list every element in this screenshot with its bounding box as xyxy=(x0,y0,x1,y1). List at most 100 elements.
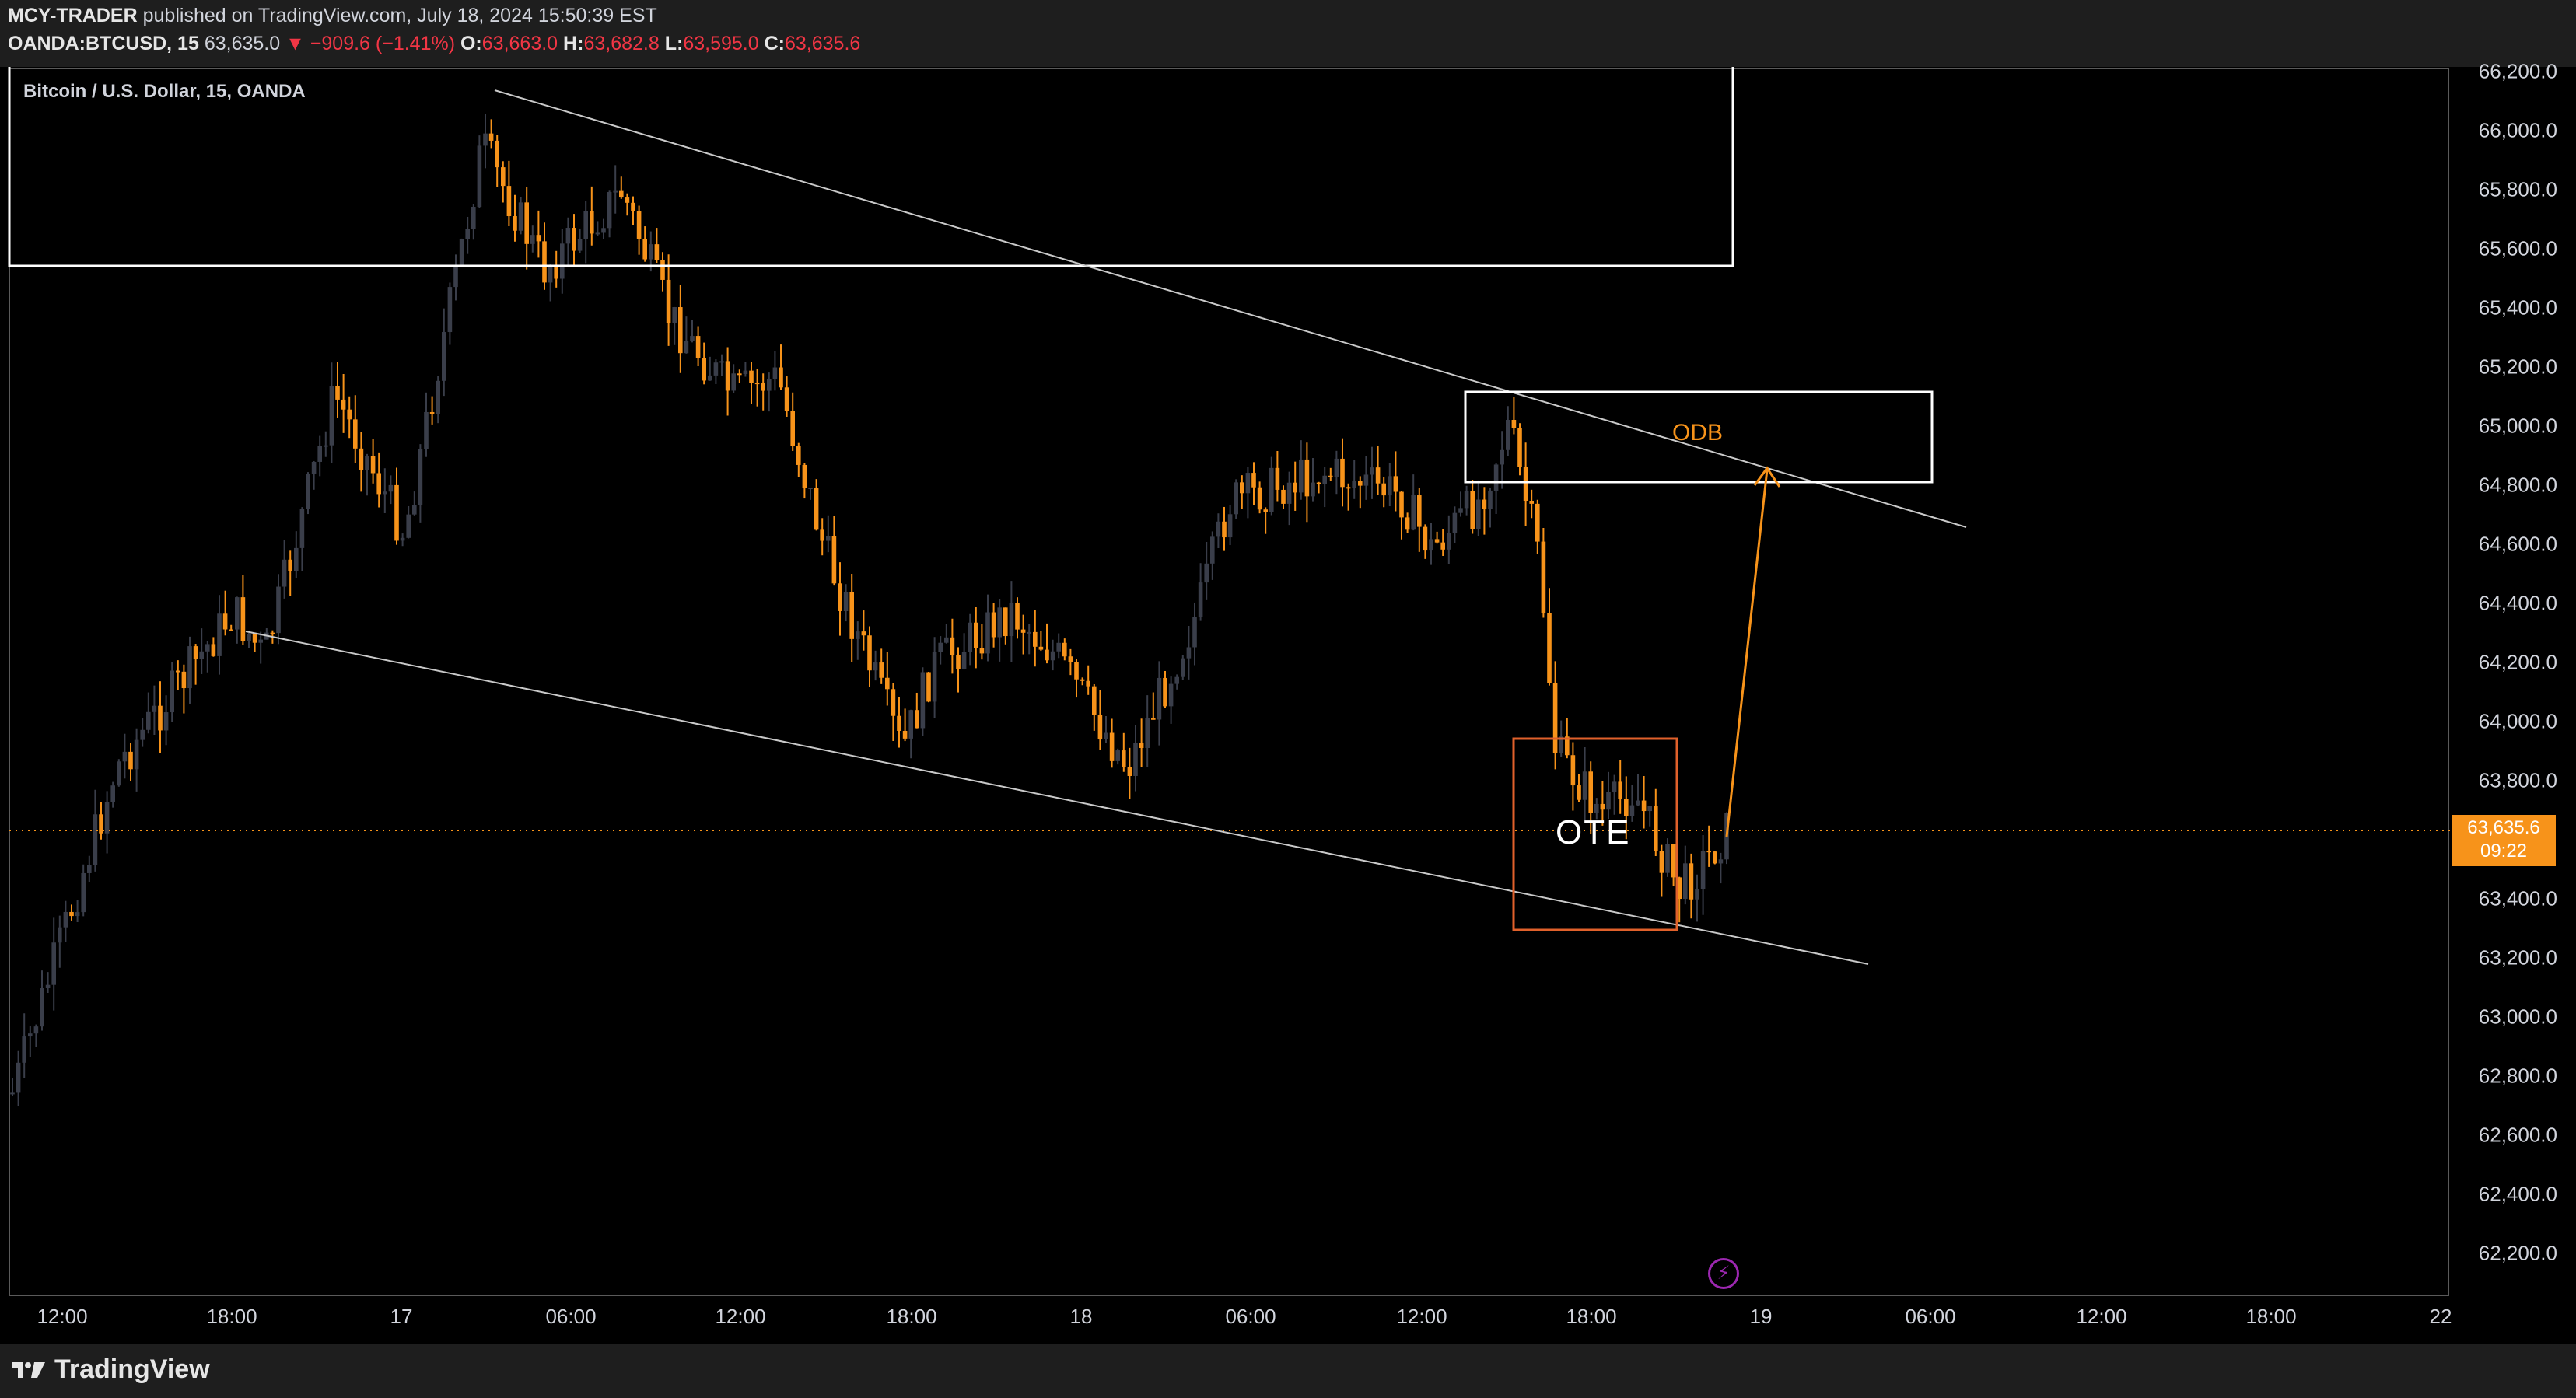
candle-body xyxy=(45,984,51,989)
candle-body xyxy=(908,710,913,739)
channel-upper-trendline[interactable] xyxy=(494,89,1967,528)
candle-body xyxy=(802,464,807,488)
candle-body xyxy=(442,332,446,381)
candle-body xyxy=(1671,844,1676,878)
candle-body xyxy=(1677,877,1682,900)
candle-body xyxy=(506,186,512,217)
candle-body xyxy=(247,634,251,641)
candle-body xyxy=(1281,489,1286,504)
chart-pane[interactable]: Bitcoin / U.S. Dollar, 15, OANDA 66,200.… xyxy=(0,60,2576,1344)
candle-body xyxy=(229,629,233,631)
low-value: 63,595.0 xyxy=(683,33,759,54)
candle-body xyxy=(51,942,56,985)
candle-body xyxy=(749,370,754,383)
candle-body xyxy=(1062,642,1067,657)
x-tick: 12:00 xyxy=(715,1305,766,1328)
candle-body xyxy=(163,712,169,731)
candle-body xyxy=(814,488,819,530)
candle-body xyxy=(950,637,955,655)
candle-body xyxy=(631,202,635,211)
candle-body xyxy=(282,559,287,587)
candle-body xyxy=(1370,467,1374,475)
candle-body xyxy=(690,336,695,341)
close-value: 63,635.6 xyxy=(785,33,861,54)
candle-body xyxy=(1080,679,1085,681)
candle-body xyxy=(1552,683,1558,753)
candle-body xyxy=(1245,473,1251,494)
candle-body xyxy=(1056,642,1061,652)
candle-body xyxy=(513,216,517,231)
candle-body xyxy=(400,537,405,541)
candle-body xyxy=(1529,501,1534,504)
open-value: 63,663.0 xyxy=(481,33,558,54)
candle-body xyxy=(311,461,317,474)
candle-body xyxy=(370,456,376,474)
candle-body xyxy=(1523,467,1528,502)
candle-body xyxy=(938,642,943,652)
candle-body xyxy=(530,235,535,244)
y-tick: 64,600.0 xyxy=(2478,532,2557,556)
tradingview-logo[interactable]: TradingView xyxy=(11,1354,210,1385)
candle-body xyxy=(595,232,600,235)
candle-body xyxy=(625,197,630,203)
candle-body xyxy=(524,202,529,244)
candle-body xyxy=(288,559,292,571)
candle-body xyxy=(1565,736,1570,756)
candle-body xyxy=(902,731,908,739)
candle-body xyxy=(235,597,240,630)
candle-body xyxy=(737,373,742,376)
candle-body xyxy=(1168,683,1174,707)
supply-zone-box[interactable] xyxy=(8,67,1734,267)
candle-body xyxy=(1381,483,1386,496)
x-tick: 12:00 xyxy=(1396,1305,1447,1328)
candle-body xyxy=(170,670,174,713)
candle-body xyxy=(1038,646,1044,650)
x-tick: 18:00 xyxy=(206,1305,257,1328)
y-tick: 64,200.0 xyxy=(2478,650,2557,674)
odb-box[interactable] xyxy=(1464,390,1934,484)
candle-body xyxy=(276,586,281,634)
y-tick: 63,400.0 xyxy=(2478,886,2557,910)
candle-body xyxy=(488,133,494,141)
candle-body xyxy=(961,652,967,669)
candle-body xyxy=(1127,767,1132,776)
candle-body xyxy=(560,243,565,279)
candle-body xyxy=(158,705,163,731)
candle-body xyxy=(10,1092,15,1095)
candle-body xyxy=(1417,495,1422,527)
candle-body xyxy=(353,419,358,449)
author-name[interactable]: MCY-TRADER xyxy=(8,5,138,26)
candle-body xyxy=(1122,750,1126,767)
candle-body xyxy=(1511,419,1517,428)
lightning-bolt-icon[interactable]: ⚡ xyxy=(1708,1258,1739,1289)
published-text: published on TradingView.com, July 18, 2… xyxy=(142,5,657,26)
candle-body xyxy=(920,672,926,729)
projection-arrow[interactable] xyxy=(1725,469,1769,837)
symbol-label[interactable]: OANDA:BTCUSD, 15 xyxy=(8,33,199,54)
candle-body xyxy=(849,592,854,639)
candle-body xyxy=(1009,603,1014,637)
candle-body xyxy=(1027,631,1031,634)
candle-body xyxy=(1240,482,1244,494)
candle-body xyxy=(1547,613,1552,683)
candle-body xyxy=(1606,792,1611,810)
candle-body xyxy=(1216,521,1221,537)
candle-body xyxy=(1405,517,1410,530)
candle-body xyxy=(1363,474,1369,486)
y-tick: 64,800.0 xyxy=(2478,473,2557,497)
candle-body xyxy=(1482,499,1487,509)
candle-body xyxy=(678,307,683,354)
candle-body xyxy=(572,228,576,251)
candle-body xyxy=(176,670,180,673)
candle-body xyxy=(891,689,896,716)
channel-lower-trendline[interactable] xyxy=(245,631,1869,965)
candle-body xyxy=(501,167,506,187)
candle-body xyxy=(642,239,647,260)
candle-body xyxy=(695,336,701,358)
candlestick-chart[interactable] xyxy=(0,67,2576,1344)
ote-label: OTE xyxy=(1556,813,1631,851)
candle-body xyxy=(63,911,68,928)
candle-body xyxy=(324,445,328,447)
ote-box[interactable] xyxy=(1512,737,1678,931)
candle-body xyxy=(1257,487,1262,510)
